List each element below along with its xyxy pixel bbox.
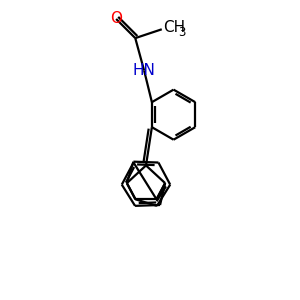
Text: HN: HN xyxy=(133,63,155,78)
Text: 3: 3 xyxy=(178,26,185,39)
Text: CH: CH xyxy=(163,20,185,35)
Text: O: O xyxy=(110,11,122,26)
